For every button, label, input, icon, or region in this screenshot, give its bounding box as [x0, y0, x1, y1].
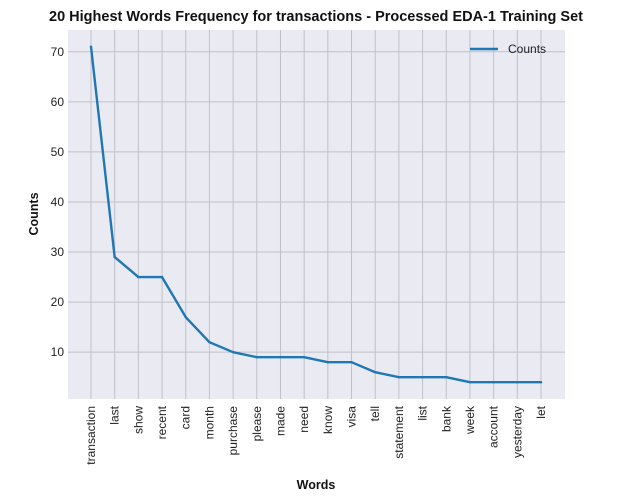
y-tick-label: 10 — [51, 345, 65, 359]
x-tick-label: please — [250, 406, 264, 442]
data-point — [137, 275, 140, 279]
data-point — [160, 275, 164, 279]
series-line-0 — [89, 45, 543, 384]
x-tick-label: tell — [368, 406, 382, 421]
chart-title: 20 Highest Words Frequency for transacti… — [49, 9, 583, 25]
y-tick-label: 50 — [51, 145, 65, 159]
data-point — [113, 255, 116, 259]
data-point — [89, 45, 93, 48]
data-point — [445, 376, 448, 379]
x-tick-label: purchase — [226, 406, 240, 456]
x-tick-label: statement — [392, 405, 406, 458]
data-point — [302, 355, 306, 359]
x-tick-label: list — [416, 405, 430, 420]
x-tick-label: month — [202, 406, 216, 439]
y-tick-label: 70 — [51, 45, 65, 59]
x-tick-label: visa — [345, 406, 359, 428]
y-tick-label: 30 — [51, 245, 65, 259]
data-point — [279, 355, 282, 359]
y-tick-label: 40 — [51, 195, 65, 209]
x-tick-label: last — [108, 405, 122, 424]
y-tick-labels: 10 20 30 40 50 60 70 — [51, 45, 65, 359]
x-tick-label: card — [179, 406, 193, 429]
grid-lines — [68, 30, 565, 399]
legend: Counts — [470, 42, 546, 56]
x-tick-label: account — [487, 405, 501, 448]
data-point — [231, 350, 235, 354]
x-tick-label: made — [273, 406, 287, 436]
data-point — [421, 376, 424, 379]
data-point — [516, 381, 519, 384]
x-tick-label: yesterday — [510, 406, 524, 458]
x-tick-labels: transaction last show recent card month purcha… — [84, 405, 548, 465]
y-tick-label: 60 — [51, 95, 65, 109]
x-tick-label: show — [131, 406, 145, 434]
data-point — [255, 355, 258, 359]
x-tick-label: bank — [439, 405, 453, 432]
plot-area — [68, 30, 565, 399]
y-axis-label: Counts — [27, 192, 41, 235]
data-point — [326, 361, 330, 364]
data-point — [397, 376, 401, 379]
x-tick-label: need — [297, 406, 311, 433]
x-tick-label: week — [463, 405, 477, 435]
data-point — [539, 381, 543, 384]
x-tick-label: recent — [155, 405, 169, 439]
x-axis-label: Words — [297, 478, 336, 492]
data-point — [350, 361, 353, 364]
x-tick-label: transaction — [84, 406, 98, 465]
y-tick-label: 20 — [51, 295, 65, 309]
legend-label: Counts — [508, 42, 546, 56]
data-point — [208, 340, 211, 344]
x-tick-label: let — [534, 405, 548, 418]
data-point — [184, 315, 187, 319]
series-group — [89, 45, 543, 384]
data-point — [492, 381, 495, 384]
data-point — [374, 371, 377, 374]
x-tick-label: know — [321, 406, 335, 434]
data-point — [468, 381, 472, 384]
